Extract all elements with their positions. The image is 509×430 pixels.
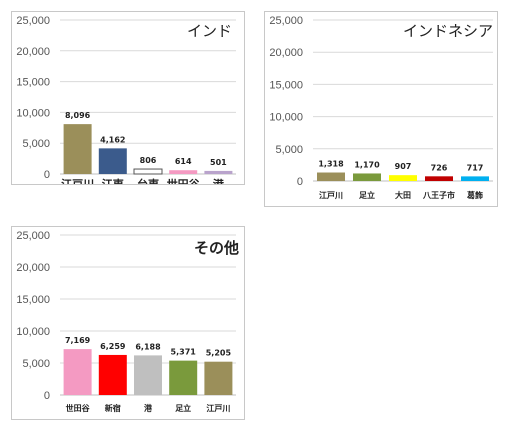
y-tick-label: 15,000 xyxy=(269,79,303,91)
y-tick-label: 10,000 xyxy=(16,107,50,119)
bar xyxy=(204,361,233,395)
data-label: 6,259 xyxy=(100,342,126,351)
data-label: 614 xyxy=(175,157,192,166)
x-tick-label: 江戸川 xyxy=(206,403,230,413)
data-label: 1,170 xyxy=(354,160,380,169)
bar xyxy=(389,175,417,181)
y-tick-label: 20,000 xyxy=(16,262,50,274)
data-label: 4,162 xyxy=(100,135,125,144)
chart-title: インドネシア xyxy=(403,22,493,40)
data-label: 8,096 xyxy=(65,111,91,120)
chart-panel-india: 0 5,000 10,000 15,000 20,000 25,000 インド 8,096 江戸… xyxy=(11,11,245,185)
y-tick-label: 10,000 xyxy=(269,112,303,124)
bar xyxy=(63,124,92,174)
bar xyxy=(461,176,489,181)
data-label: 1,318 xyxy=(318,160,344,169)
x-tick-label: 江東 xyxy=(102,177,125,184)
x-tick-label: 世田谷 xyxy=(167,177,201,184)
bar xyxy=(169,170,198,174)
x-tick-label: 江戸川 xyxy=(61,177,94,184)
bar xyxy=(98,354,127,395)
x-tick-label: 足立 xyxy=(359,190,375,200)
y-tick-label: 10,000 xyxy=(16,326,50,338)
y-tick-label: 20,000 xyxy=(269,47,303,59)
y-tick-label: 5,000 xyxy=(22,138,50,150)
data-label: 6,188 xyxy=(135,342,161,351)
x-tick-label: 江戸川 xyxy=(319,190,343,200)
y-tick-label: 0 xyxy=(297,176,303,188)
y-tick-label: 0 xyxy=(44,390,50,402)
chart-india: 0 5,000 10,000 15,000 20,000 25,000 インド 8,096 江戸… xyxy=(16,15,236,184)
y-tick-label: 20,000 xyxy=(16,46,50,58)
bar xyxy=(133,168,163,175)
data-label: 5,371 xyxy=(171,348,197,357)
chart-panel-other: 0 5,000 10,000 15,000 20,000 25,000 その他 7,169 世田… xyxy=(11,226,245,420)
bar xyxy=(63,349,92,395)
data-label: 7,169 xyxy=(65,336,91,345)
bar xyxy=(169,360,198,395)
y-tick-label: 15,000 xyxy=(16,294,50,306)
data-label: 501 xyxy=(210,158,227,167)
chart-indonesia: 0 5,000 10,000 15,000 20,000 25,000 インドネシア 1,31… xyxy=(269,15,493,200)
x-tick-label: 大田 xyxy=(395,190,411,200)
y-tick-label: 5,000 xyxy=(275,144,303,156)
bar xyxy=(134,355,162,395)
data-label: 806 xyxy=(140,156,157,165)
chart-title: その他 xyxy=(194,239,239,257)
chart-panel-indonesia: 0 5,000 10,000 15,000 20,000 25,000 インドネシア 1,31… xyxy=(264,11,498,207)
x-tick-label: 葛飾 xyxy=(466,190,483,200)
y-tick-label: 0 xyxy=(44,169,50,181)
x-tick-label: 港 xyxy=(213,177,225,184)
data-label: 5,205 xyxy=(206,349,232,358)
x-tick-label: 世田谷 xyxy=(66,403,91,413)
chart-other: 0 5,000 10,000 15,000 20,000 25,000 その他 7,169 世田… xyxy=(16,230,239,413)
y-tick-label: 25,000 xyxy=(16,15,50,27)
bar xyxy=(317,172,345,181)
x-tick-label: 台東 xyxy=(137,177,160,184)
x-tick-label: 新宿 xyxy=(105,403,121,413)
bar xyxy=(204,170,233,174)
data-label: 717 xyxy=(467,163,484,172)
data-label: 726 xyxy=(431,163,448,172)
x-tick-label: 足立 xyxy=(175,403,191,413)
y-tick-label: 25,000 xyxy=(269,15,303,27)
x-tick-label: 八王子市 xyxy=(422,190,455,200)
bar xyxy=(425,176,453,181)
chart-title: インド xyxy=(187,22,232,40)
y-tick-label: 5,000 xyxy=(22,358,50,370)
data-label: 907 xyxy=(395,162,412,171)
bar xyxy=(353,173,381,181)
y-tick-label: 15,000 xyxy=(16,77,50,89)
y-tick-label: 25,000 xyxy=(16,230,50,242)
x-tick-label: 港 xyxy=(144,403,153,413)
bar xyxy=(98,148,127,174)
